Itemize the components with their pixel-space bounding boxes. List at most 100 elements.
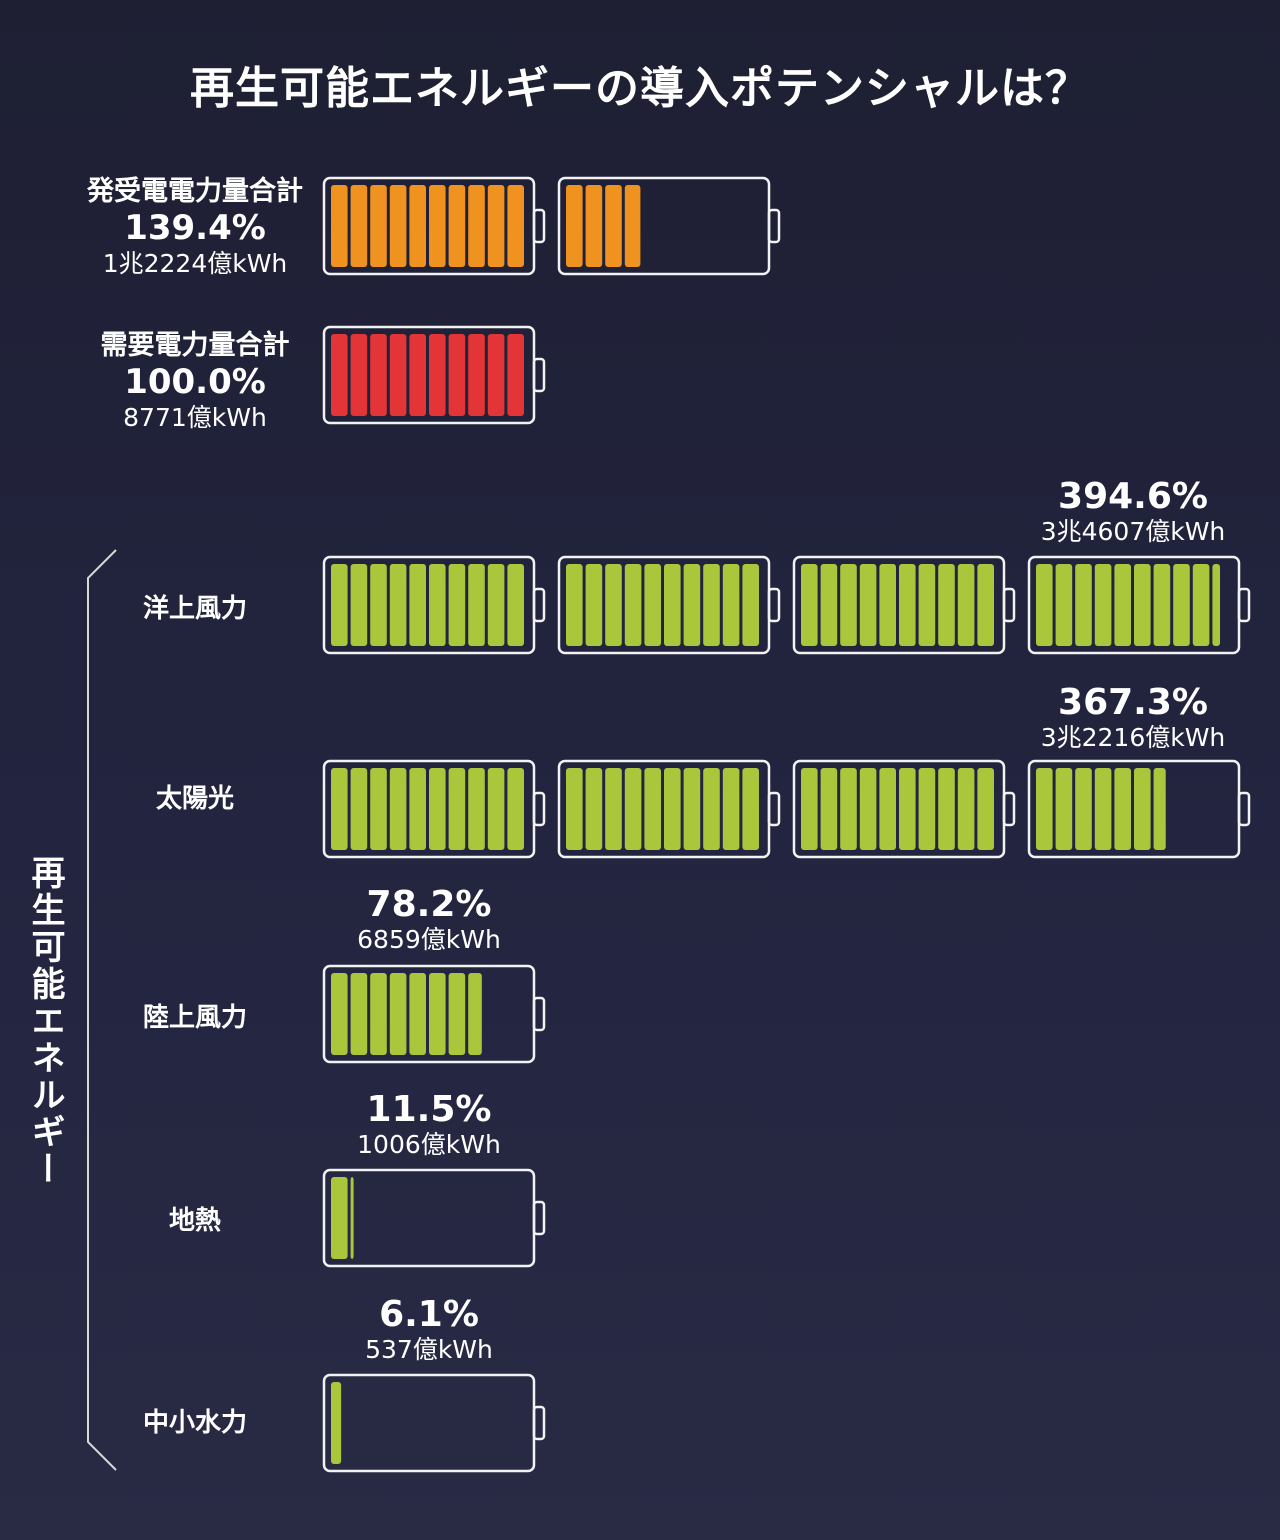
offshore-wind-cell (683, 564, 701, 646)
group-label: 再生可能エネルギー (25, 855, 65, 1188)
onshore-wind-cell (350, 973, 368, 1055)
offshore-wind-battery-4-terminal (1237, 587, 1251, 623)
category-label-small-hydro: 中小水力 (142, 1408, 247, 1438)
solar-cell (918, 768, 936, 850)
total-demand-percent: 100.0% (124, 362, 266, 402)
offshore-wind-cell (1075, 564, 1092, 646)
geothermal-battery-1 (322, 1168, 536, 1268)
demand-total-cell (389, 334, 407, 416)
offshore-wind-battery-3-terminal (1002, 587, 1016, 623)
value-geothermal: 11.5% 1006億kWh (326, 1090, 532, 1160)
solar-cell (899, 768, 916, 850)
solar-cell (331, 768, 348, 850)
offshore-wind-cell (487, 564, 505, 646)
offshore-wind-cell (957, 564, 975, 646)
value-geothermal-amount: 1006億kWh (357, 1130, 501, 1159)
offshore-wind-cell (899, 564, 916, 646)
supply-total-cell (389, 185, 407, 267)
supply-total-cell (409, 185, 426, 267)
total-demand-name: 需要電力量合計 (100, 330, 290, 361)
value-onshore-wind: 78.2% 6859億kWh (326, 885, 532, 955)
solar-cell (644, 768, 661, 850)
onshore-wind-cell (370, 973, 387, 1055)
supply-total-cell (370, 185, 387, 267)
solar-cell (977, 768, 994, 850)
geothermal-battery-1-terminal (532, 1200, 546, 1236)
offshore-wind-cell (468, 564, 485, 646)
chart-title: 再生可能エネルギーの導入ポテンシャルは？ (190, 63, 1090, 114)
solar-cell (1134, 768, 1151, 850)
offshore-wind-cell (1114, 564, 1131, 646)
offshore-wind-cell (722, 564, 740, 646)
solar-cell (1055, 768, 1073, 850)
geothermal-cell (350, 1177, 354, 1259)
demand-total-cell (350, 334, 368, 416)
solar-cell (585, 768, 603, 850)
geothermal-cell (331, 1177, 348, 1259)
supply-total-cell (605, 185, 622, 267)
offshore-wind-battery-1-terminal (532, 587, 546, 623)
solar-cell (1036, 768, 1053, 850)
offshore-wind-cell (1036, 564, 1053, 646)
offshore-wind-cell (389, 564, 407, 646)
solar-cell (350, 768, 368, 850)
total-supply-name: 発受電電力量合計 (87, 176, 303, 207)
supply-total-cell (487, 185, 505, 267)
small-hydro-cell (331, 1382, 342, 1464)
solar-cell (820, 768, 838, 850)
supply-total-cell (448, 185, 466, 267)
supply-total-cell (566, 185, 583, 267)
solar-battery-4-terminal (1237, 791, 1251, 827)
small-hydro-battery-1-terminal (532, 1405, 546, 1441)
solar-cell (1114, 768, 1131, 850)
solar-cell (1153, 768, 1166, 850)
offshore-wind-cell (1153, 564, 1171, 646)
value-small-hydro-percent: 6.1% (379, 1294, 479, 1335)
value-onshore-wind-percent: 78.2% (366, 884, 492, 925)
onshore-wind-battery-1-terminal (532, 996, 546, 1032)
supply-total-cell (350, 185, 368, 267)
offshore-wind-battery-2-terminal (767, 587, 781, 623)
offshore-wind-cell (1212, 564, 1221, 646)
solar-cell (801, 768, 818, 850)
value-onshore-wind-amount: 6859億kWh (357, 925, 501, 954)
solar-cell (879, 768, 896, 850)
value-offshore-wind-percent: 394.6% (1058, 476, 1208, 517)
value-solar-percent: 367.3% (1058, 682, 1208, 723)
offshore-wind-cell (820, 564, 838, 646)
supply-total-cell (585, 185, 603, 267)
value-geothermal-percent: 11.5% (366, 1089, 492, 1130)
demand-total-cell (409, 334, 426, 416)
onshore-wind-cell (389, 973, 407, 1055)
offshore-wind-cell (801, 564, 818, 646)
solar-battery-3-terminal (1002, 791, 1016, 827)
supply-total-cell (429, 185, 446, 267)
onshore-wind-cell (331, 973, 348, 1055)
category-label-offshore-wind: 洋上風力 (142, 594, 247, 624)
solar-cell (468, 768, 485, 850)
group-bracket (87, 549, 117, 1471)
offshore-wind-cell (448, 564, 466, 646)
demand-total-battery-1-terminal (532, 357, 546, 393)
solar-cell (957, 768, 975, 850)
total-demand-amount: 8771億kWh (123, 403, 267, 432)
solar-cell (938, 768, 955, 850)
total-supply-amount: 1兆2224億kWh (102, 249, 288, 278)
demand-total-cell (448, 334, 466, 416)
value-offshore-wind: 394.6% 3兆4607億kWh (1030, 477, 1236, 547)
solar-cell (605, 768, 622, 850)
offshore-wind-cell (918, 564, 936, 646)
offshore-wind-cell (879, 564, 896, 646)
offshore-wind-cell (859, 564, 877, 646)
supply-total-battery-2-terminal (767, 208, 781, 244)
value-small-hydro-amount: 537億kWh (365, 1335, 493, 1364)
demand-total-cell (331, 334, 348, 416)
solar-battery-2-terminal (767, 791, 781, 827)
solar-cell (566, 768, 583, 850)
supply-total-battery-1-terminal (532, 208, 546, 244)
solar-cell (487, 768, 505, 850)
solar-cell (389, 768, 407, 850)
solar-cell (722, 768, 740, 850)
solar-cell (840, 768, 857, 850)
value-solar-amount: 3兆2216億kWh (1040, 723, 1226, 752)
